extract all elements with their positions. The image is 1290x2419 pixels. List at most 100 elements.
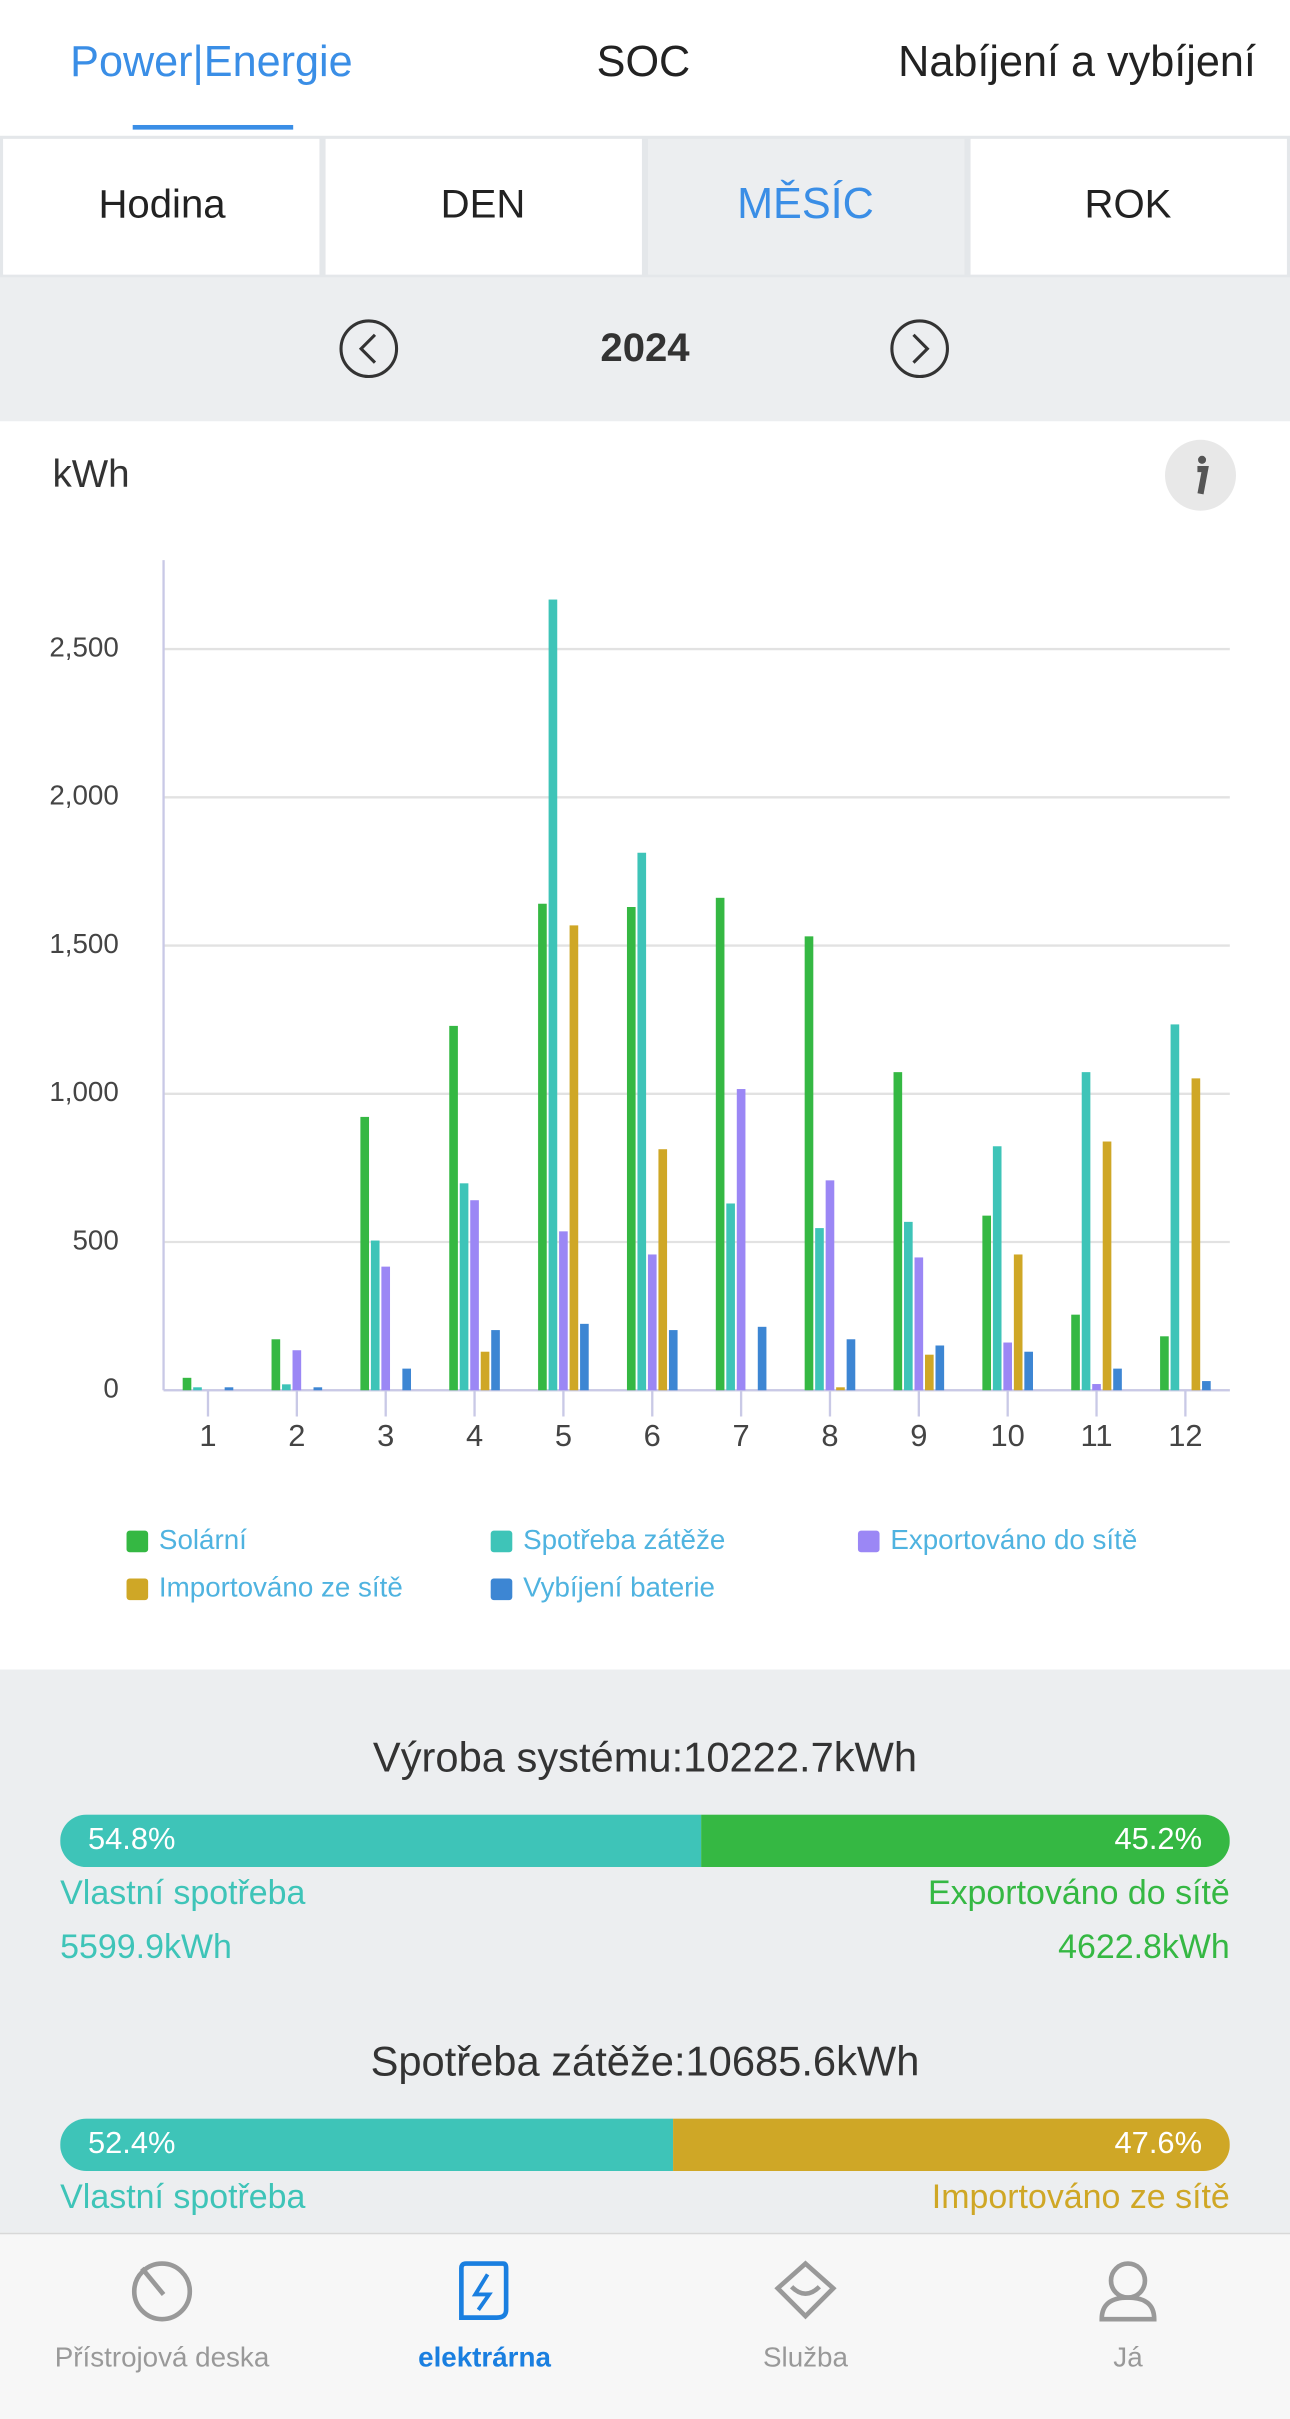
bar [360,1116,370,1391]
bar [626,907,636,1391]
tab[interactable]: Nabíjení a vybíjení [898,38,1256,86]
nav-icon[interactable] [459,2261,509,2320]
legend-label: Importováno ze sítě [159,1572,403,1603]
bar [559,1231,568,1391]
next-button[interactable] [890,319,949,379]
nav-label[interactable]: Přístrojová deska [55,2342,270,2373]
bar [470,1200,479,1391]
period-cell[interactable] [325,138,642,275]
legend-label: Vybíjení baterie [523,1572,715,1603]
nav-icon[interactable] [774,2260,837,2320]
bar [282,1384,291,1391]
nav-label[interactable]: Já [1113,2342,1143,2373]
bar [1202,1381,1211,1391]
y-tick-label: 0 [103,1373,118,1404]
bar [736,1089,746,1391]
bar [1024,1351,1033,1391]
bar [804,936,814,1391]
y-tick-label: 1,500 [49,928,118,959]
summary-title: Spotřeba zátěže:10685.6kWh [371,2038,920,2085]
bar [715,897,725,1391]
tab-indicator [132,124,294,130]
bar [292,1350,302,1391]
bar [1013,1254,1023,1391]
share-label: 45.2% [1115,1821,1203,1856]
bar [757,1326,767,1391]
bar [925,1354,934,1391]
bar [1003,1342,1013,1391]
nav-label[interactable]: Služba [763,2342,848,2373]
bar [271,1339,281,1391]
nav-icon[interactable] [131,2261,193,2322]
legend-swatch [126,1530,149,1553]
share-amount: 5599.9kWh [60,1928,232,1966]
share-name: Vlastní spotřeba [60,1874,305,1912]
bar [1160,1336,1169,1391]
bar [1191,1078,1201,1391]
period-cell[interactable] [3,138,320,275]
summary: Výroba systému:10222.7kWh 54.8% 45.2% Vlast… [60,1734,1230,2216]
x-tick-label: 8 [821,1418,838,1453]
share-label: 54.8% [88,1821,176,1856]
bar [647,1254,657,1391]
period-tab[interactable]: ROK [1085,182,1172,226]
share-bar [60,2118,674,2172]
share-label: 52.4% [88,2125,176,2160]
year: 2024 [600,326,690,370]
period-cell[interactable] [648,138,965,275]
x-tick-label: 2 [288,1418,305,1453]
bar [992,1146,1002,1391]
bar [1170,1024,1180,1391]
period-tab[interactable]: DEN [441,182,526,226]
bar [480,1351,490,1391]
bar [893,1072,903,1391]
x-tick-label: 10 [991,1418,1025,1453]
bar [935,1345,945,1391]
share-label: 47.6% [1115,2125,1203,2160]
bar [491,1330,500,1391]
bar [836,1387,845,1391]
y-tick-label: 2,500 [49,631,118,662]
period-tab[interactable]: MĚSÍC [737,180,874,228]
bar [538,903,547,1391]
legend-swatch [126,1578,149,1601]
x-tick-label: 7 [733,1418,750,1453]
share-amount: 4622.8kWh [1058,1928,1230,1966]
bar [658,1149,668,1391]
bar [370,1240,380,1391]
bar [193,1387,202,1391]
period-tab[interactable]: Hodina [98,182,226,226]
info-button[interactable] [1165,439,1236,511]
period-cell[interactable] [970,138,1287,275]
y-tick-label: 2,000 [49,780,118,811]
bar [449,1025,458,1391]
bar [459,1183,469,1391]
bar [182,1377,192,1391]
bar [815,1228,824,1391]
bar [825,1180,835,1391]
bar [1071,1314,1080,1391]
prev-button[interactable] [339,319,399,379]
bar [1081,1072,1091,1391]
bar [1102,1141,1112,1391]
x-tick-label: 5 [555,1418,572,1453]
y-axis-label: kWh [52,453,129,496]
bar [982,1215,992,1391]
nav-icon[interactable] [1099,2261,1157,2322]
nav-label[interactable]: elektrárna [418,2342,551,2373]
share-name: Vlastní spotřeba [60,2178,305,2216]
tab[interactable]: Power|Energie [70,38,353,86]
y-tick-label: 500 [72,1224,118,1255]
x-tick-label: 1 [199,1418,216,1453]
x-tick-label: 6 [644,1418,661,1453]
bar [668,1330,678,1391]
legend-swatch [490,1578,513,1601]
share-bar [60,1814,702,1868]
share-bar [701,1814,1230,1868]
bar [914,1257,924,1391]
bottom-nav [0,2232,1290,2419]
tab[interactable]: SOC [597,38,691,86]
bar [402,1368,412,1391]
legend-swatch [857,1530,880,1553]
